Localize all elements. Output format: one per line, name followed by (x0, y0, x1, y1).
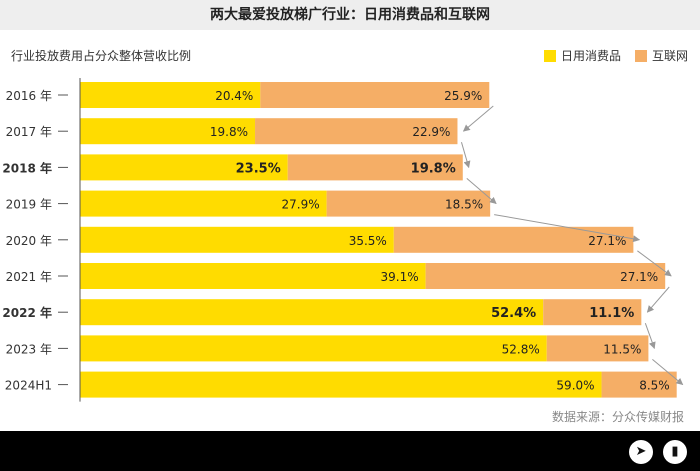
legend-item-consumer: 日用消费品 (544, 47, 621, 64)
category-label: 2024H1 (5, 379, 52, 393)
trend-arrow (460, 142, 471, 169)
bar-segment-internet (255, 118, 458, 145)
category-label: 2018 年 (2, 160, 52, 175)
legend-label-consumer: 日用消费品 (561, 49, 622, 63)
data-label: 27.1% (588, 234, 626, 248)
bar-segment-consumer (80, 190, 327, 217)
send-icon[interactable]: ➤ (629, 440, 653, 464)
legend-swatch-internet (635, 50, 647, 62)
data-label: 8.5% (639, 379, 670, 393)
category-label: 2020 年 (6, 234, 52, 248)
bar-segment-consumer (80, 226, 394, 253)
category-label: 2021 年 (6, 270, 52, 284)
data-label: 22.9% (412, 125, 450, 139)
data-label: 59.0% (556, 379, 594, 393)
data-label: 19.8% (411, 161, 456, 176)
trend-arrow (652, 359, 684, 386)
bar-segment-internet (543, 299, 642, 326)
data-label: 20.4% (215, 89, 253, 103)
data-label: 35.5% (349, 234, 387, 248)
trend-arrow (644, 323, 656, 350)
chart-icon[interactable]: ▮ (663, 440, 687, 464)
data-label: 27.1% (620, 270, 658, 284)
bar-segment-internet (393, 226, 634, 253)
data-label: 18.5% (445, 198, 483, 212)
data-label: 52.8% (502, 342, 540, 356)
trend-arrow (637, 250, 672, 277)
bar-segment-internet (260, 82, 490, 108)
trend-arrow (462, 105, 494, 132)
bar-segment-consumer (80, 82, 261, 108)
data-label: 11.1% (589, 306, 634, 321)
trend-arrow (466, 178, 497, 205)
bar-segment-consumer (80, 371, 602, 398)
chart-subtitle: 行业投放费用占分众整体营收比例 (11, 49, 192, 63)
bar-segment-internet (326, 190, 491, 217)
bar-segment-consumer (80, 335, 547, 362)
data-label: 25.9% (444, 89, 482, 103)
bar-segment-consumer (80, 118, 256, 145)
bar-segment-internet (601, 371, 677, 398)
bar-segment-consumer (80, 299, 544, 326)
legend-swatch-consumer (544, 50, 556, 62)
legend-label-internet: 互联网 (652, 49, 689, 63)
bar-segment-internet (425, 263, 666, 289)
category-label: 2016 年 (6, 89, 52, 103)
trend-arrow (646, 286, 670, 313)
data-label: 39.1% (381, 270, 419, 284)
bar-segment-internet (287, 154, 463, 181)
data-label: 19.8% (210, 125, 248, 139)
data-source: 数据来源：分众传媒财报 (551, 410, 684, 424)
data-label: 23.5% (236, 161, 281, 176)
category-label: 2022 年 (2, 305, 52, 320)
chart-title: 两大最爱投放梯广行业：日用消费品和互联网 (0, 0, 700, 30)
data-label: 27.9% (282, 198, 320, 212)
category-label: 2017 年 (6, 125, 52, 139)
bar-segment-consumer (80, 263, 426, 289)
bottom-toolbar (0, 431, 700, 471)
bar-segment-internet (546, 335, 649, 362)
trend-arrow (494, 214, 641, 243)
category-label: 2023 年 (6, 342, 52, 356)
bar-segment-consumer (80, 154, 288, 181)
legend-item-internet: 互联网 (635, 47, 688, 64)
data-label: 52.4% (491, 306, 536, 321)
data-label: 11.5% (603, 342, 641, 356)
category-label: 2019 年 (6, 198, 52, 212)
